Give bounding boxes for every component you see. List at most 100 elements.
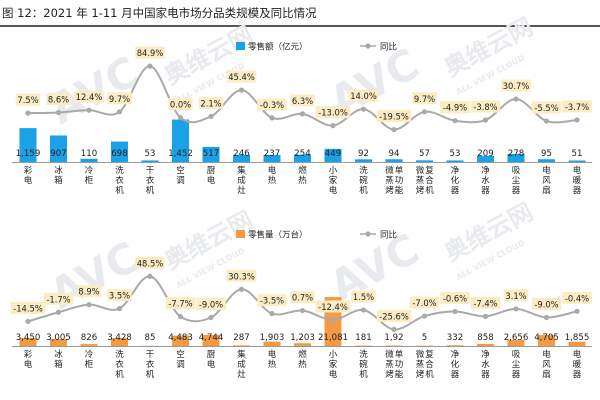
category-char: 机 — [146, 369, 155, 380]
value-label: 3,428 — [107, 333, 132, 343]
yoy-label: 8.6% — [48, 94, 69, 104]
category-char: 净 — [481, 349, 490, 360]
yoy-point — [269, 115, 275, 121]
yoy-label: 2.1% — [200, 98, 221, 108]
yoy-label: -0.4% — [565, 293, 589, 303]
yoy-point — [147, 63, 153, 69]
category-char: 器 — [481, 370, 490, 380]
category-char: 冷 — [85, 349, 94, 360]
category-char: 集 — [237, 165, 246, 176]
category-char: 机 — [115, 369, 124, 380]
category-char: 蒸 — [385, 175, 394, 186]
yoy-point — [391, 126, 397, 133]
yoy-label-bg — [290, 94, 315, 107]
yoy-point — [452, 118, 458, 124]
category-char: 电 — [24, 359, 33, 370]
yoy-point — [116, 305, 123, 312]
category-char: 合 — [425, 359, 434, 370]
yoy-label: -3.8% — [473, 102, 497, 112]
legend-swatch-marker — [365, 231, 371, 237]
yoy-point — [269, 310, 275, 317]
value-label: 517 — [203, 149, 219, 159]
category-char: 碗 — [359, 359, 368, 370]
yoy-label: 48.5% — [137, 258, 164, 268]
bar — [324, 148, 342, 162]
category-label: 燃热 — [298, 165, 307, 186]
value-label: 95 — [541, 149, 552, 159]
yoy-point — [86, 107, 92, 113]
yoy-label-bg — [43, 292, 74, 305]
category-char: 空 — [176, 165, 185, 176]
yoy-label-bg — [376, 110, 412, 123]
category-char: 箱 — [54, 359, 63, 370]
category-char: 吸 — [512, 350, 521, 360]
yoy-label: 7.5% — [17, 95, 38, 105]
category-char: 扇 — [542, 185, 551, 196]
yoy-label: -19.5% — [379, 112, 409, 122]
category-char: 蒸 — [416, 359, 425, 370]
yoy-point — [421, 313, 428, 319]
value-label: 254 — [294, 149, 310, 159]
bar — [263, 155, 281, 162]
value-label: 5 — [422, 333, 427, 343]
category-char: 成 — [237, 175, 246, 186]
bar — [477, 155, 494, 162]
yoy-label-bg — [107, 92, 132, 105]
category-label: 干衣机 — [146, 350, 155, 380]
category-char: 烤 — [385, 185, 394, 196]
category-label: 集成灶 — [237, 349, 246, 380]
category-label: 空调 — [176, 165, 185, 186]
category-char: 风 — [542, 176, 551, 186]
legend-swatch-marker — [365, 43, 371, 49]
value-label: 1,452 — [168, 149, 193, 159]
category-char: 器 — [573, 370, 582, 380]
category-char: 能 — [395, 185, 404, 196]
category-char: 器 — [451, 370, 460, 380]
yoy-label: -5.5% — [534, 103, 558, 113]
category-char: 烤 — [416, 185, 425, 196]
bar — [19, 337, 37, 346]
yoy-label: 9.7% — [414, 94, 435, 104]
category-char: 机 — [146, 185, 155, 196]
yoy-label-bg — [135, 46, 165, 59]
bar — [263, 341, 281, 346]
bar — [416, 160, 433, 162]
category-char: 合 — [425, 175, 434, 186]
category-label: 冷柜 — [85, 349, 94, 370]
bar — [80, 158, 98, 162]
category-char: 电 — [329, 369, 338, 380]
category-char: 尘 — [512, 175, 521, 186]
category-char: 尘 — [512, 359, 521, 370]
value-label: 1,203 — [290, 333, 315, 343]
category-char: 厨 — [207, 350, 216, 360]
category-char: 微 — [385, 165, 394, 176]
category-label: 厨电 — [207, 350, 216, 370]
yoy-point — [238, 286, 245, 292]
value-label: 53 — [450, 149, 461, 159]
yoy-point — [55, 309, 62, 315]
yoy-label-bg — [351, 290, 376, 303]
category-char: 蒸 — [385, 359, 394, 370]
yoy-point — [482, 313, 489, 319]
yoy-label-bg — [46, 92, 71, 105]
category-char: 集 — [237, 349, 246, 360]
value-label: 94 — [389, 149, 400, 159]
bar — [172, 119, 189, 162]
value-label: 3,005 — [46, 333, 71, 343]
category-char: 洗 — [359, 165, 368, 176]
category-label: 电热 — [268, 165, 277, 186]
category-char: 冰 — [54, 349, 63, 360]
category-char: 衣 — [115, 175, 124, 186]
yoy-point — [177, 115, 184, 121]
value-label: 53 — [145, 149, 156, 159]
yoy-label-bg — [348, 89, 379, 102]
yoy-label-bg — [10, 301, 46, 314]
yoy-label: 9.7% — [109, 94, 130, 104]
category-char: 柜 — [85, 175, 94, 186]
category-char: 灶 — [237, 185, 246, 196]
yoy-label-bg — [76, 285, 102, 298]
yoy-label-bg — [196, 298, 226, 310]
yoy-label-bg — [165, 297, 196, 310]
